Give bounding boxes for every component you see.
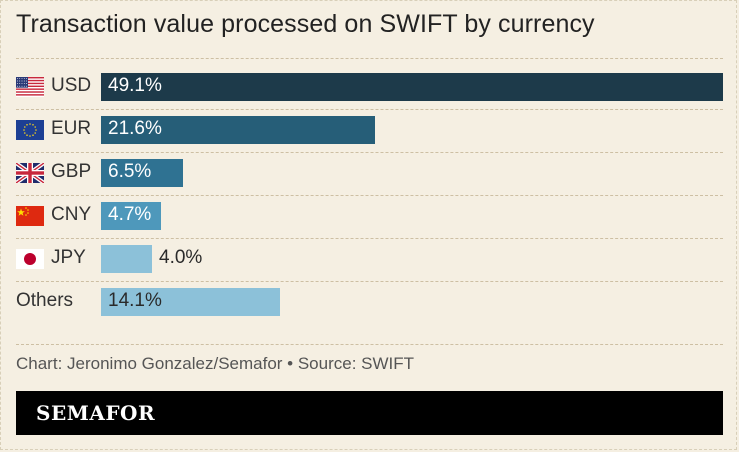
data-label: 4.0% bbox=[159, 247, 203, 268]
japan-flag-icon bbox=[16, 249, 44, 269]
row-divider bbox=[16, 238, 723, 239]
title-divider bbox=[16, 58, 723, 59]
row-divider bbox=[16, 195, 723, 196]
bar bbox=[101, 245, 152, 273]
brand-footer: SEMAFOR bbox=[16, 391, 723, 435]
bar-row-others: Others 14.1% bbox=[16, 288, 723, 316]
data-label: 21.6% bbox=[108, 118, 162, 139]
source-divider bbox=[16, 344, 723, 345]
category-label: EUR bbox=[51, 118, 92, 139]
bar-row-cny: CNY 4.7% bbox=[16, 202, 723, 230]
eu-flag-icon bbox=[16, 120, 44, 140]
row-divider bbox=[16, 152, 723, 153]
bar bbox=[101, 73, 723, 101]
category-label: Others bbox=[16, 290, 74, 311]
uk-flag-icon bbox=[14, 161, 46, 185]
row-divider bbox=[16, 109, 723, 110]
us-flag-icon bbox=[16, 77, 44, 97]
semafor-logo: SEMAFOR bbox=[36, 401, 156, 425]
data-label: 49.1% bbox=[108, 75, 162, 96]
bar bbox=[101, 116, 375, 144]
data-label: 6.5% bbox=[108, 161, 152, 182]
bar bbox=[101, 288, 280, 316]
category-label: CNY bbox=[51, 204, 92, 225]
bar bbox=[101, 202, 161, 230]
bar-row-eur: EUR 21.6% bbox=[16, 116, 723, 144]
category-label: USD bbox=[51, 75, 92, 96]
bar-row-jpy: JPY 4.0% bbox=[16, 245, 723, 273]
category-label: JPY bbox=[51, 247, 86, 268]
data-label: 14.1% bbox=[108, 290, 162, 311]
row-divider bbox=[16, 281, 723, 282]
source-note: Chart: Jeronimo Gonzalez/Semafor • Sourc… bbox=[16, 354, 415, 373]
category-label: GBP bbox=[51, 161, 92, 182]
data-label: 4.7% bbox=[108, 204, 152, 225]
bar bbox=[101, 159, 183, 187]
bar-row-usd: USD 49.1% bbox=[16, 73, 723, 101]
bar-row-gbp: GBP 6.5% bbox=[14, 159, 723, 187]
china-flag-icon bbox=[16, 206, 44, 226]
chart-title: Transaction value processed on SWIFT by … bbox=[16, 10, 595, 38]
